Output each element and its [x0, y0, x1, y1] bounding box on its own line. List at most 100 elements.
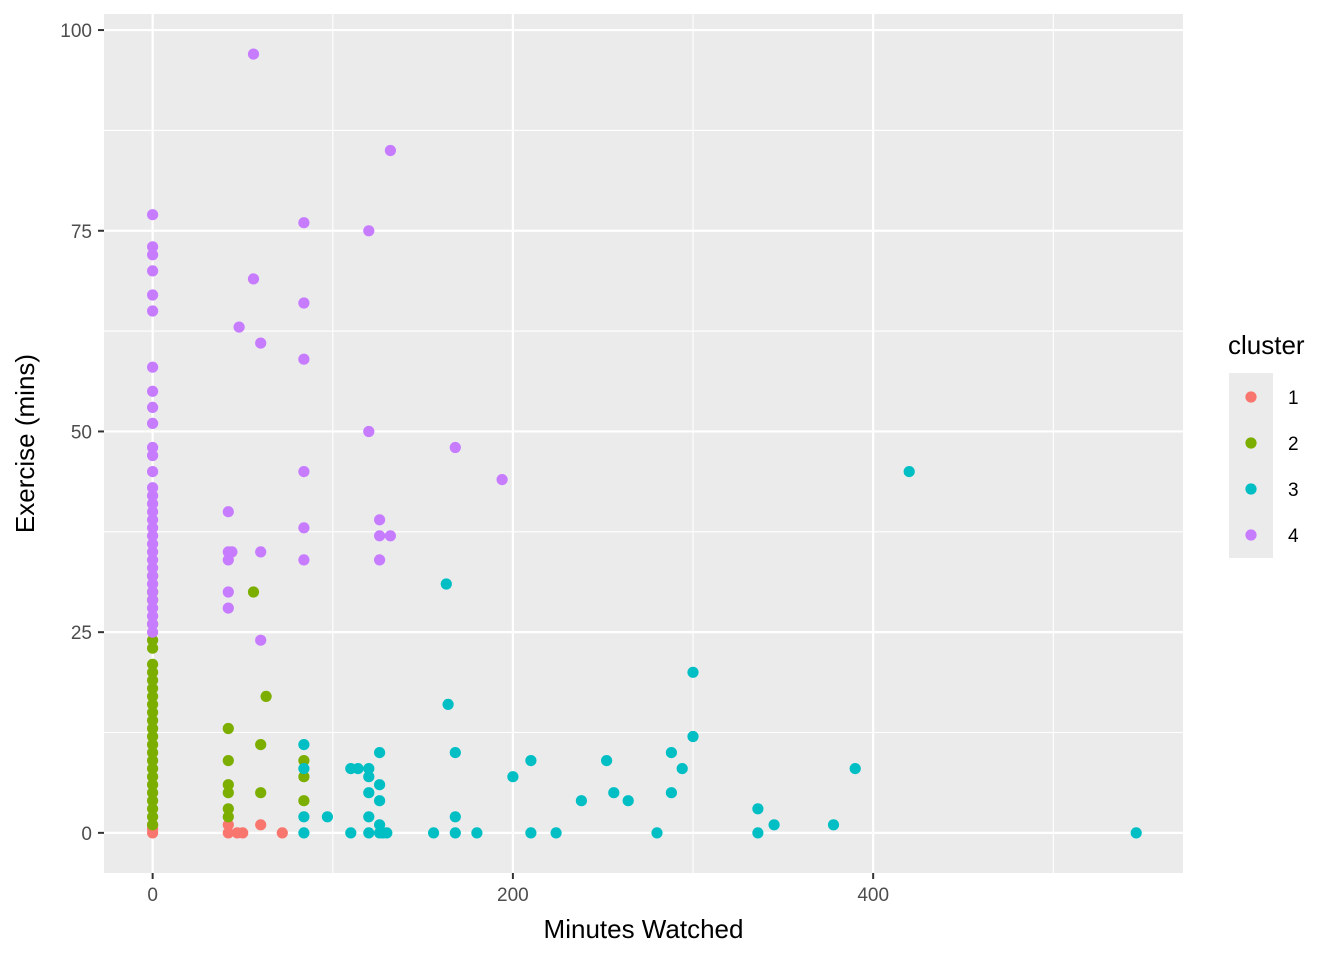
data-point-cluster-3 [381, 827, 393, 839]
data-point-cluster-3 [298, 763, 310, 775]
data-point-cluster-4 [374, 530, 386, 542]
data-point-cluster-3 [752, 827, 764, 839]
data-point-cluster-4 [147, 490, 159, 502]
data-point-cluster-2 [255, 739, 267, 751]
data-point-cluster-2 [147, 803, 159, 815]
legend-title: cluster [1228, 330, 1305, 360]
minor-gridlines [104, 14, 1183, 873]
data-point-cluster-2 [298, 771, 310, 783]
data-point-cluster-4 [147, 209, 159, 221]
x-tick-label: 0 [147, 885, 158, 906]
data-point-cluster-2 [147, 819, 159, 831]
data-point-cluster-3 [687, 730, 699, 743]
data-point-cluster-4 [147, 610, 159, 622]
data-point-cluster-3 [363, 771, 375, 783]
data-point-cluster-3 [550, 827, 562, 839]
data-point-cluster-4 [222, 602, 234, 614]
data-point-cluster-3 [525, 755, 537, 767]
data-point-cluster-2 [247, 586, 260, 598]
data-point-cluster-4 [374, 514, 386, 526]
data-point-cluster-3 [374, 747, 386, 759]
data-point-cluster-3 [440, 578, 452, 590]
data-point-cluster-4 [147, 265, 159, 277]
data-point-cluster-3 [575, 795, 588, 807]
data-point-cluster-3 [449, 811, 461, 823]
x-axis: 0 200 400 [147, 873, 889, 906]
data-point-cluster-4 [247, 273, 260, 285]
y-tick-label: 0 [81, 824, 92, 845]
data-point-cluster-3 [1130, 827, 1142, 839]
data-point-cluster-2 [222, 755, 234, 767]
data-point-cluster-3 [374, 795, 386, 807]
data-point-cluster-4 [147, 482, 159, 494]
y-tick-label: 100 [60, 21, 92, 42]
plot-panel [104, 14, 1183, 873]
data-point-cluster-4 [247, 48, 260, 60]
data-point-cluster-2 [147, 714, 159, 727]
data-point-cluster-4 [147, 514, 159, 526]
data-point-cluster-3 [374, 779, 386, 791]
data-point-cluster-2 [222, 787, 234, 799]
legend-keys-background [1229, 373, 1273, 558]
data-point-cluster-3 [345, 827, 357, 839]
data-point-cluster-1 [276, 827, 288, 839]
data-point-cluster-4 [222, 586, 234, 598]
legend-key-cluster-1 [1245, 391, 1257, 403]
data-point-cluster-4 [384, 144, 396, 157]
legend-label-cluster-3: 3 [1288, 480, 1299, 501]
data-point-cluster-3 [363, 787, 375, 799]
data-point-cluster-4 [147, 594, 159, 606]
x-axis-title: Minutes Watched [544, 914, 744, 944]
y-tick-label: 75 [71, 222, 92, 243]
data-point-cluster-4 [226, 546, 238, 558]
data-point-cluster-4 [298, 466, 310, 478]
data-point-cluster-1 [222, 827, 234, 839]
data-point-cluster-4 [147, 466, 159, 478]
legend-key-cluster-4 [1245, 529, 1257, 541]
data-point-cluster-2 [147, 690, 159, 703]
legend-label-cluster-2: 2 [1288, 434, 1299, 455]
legend-entries: 1 2 3 4 [1245, 388, 1299, 547]
y-tick-label: 25 [71, 623, 92, 644]
data-point-cluster-3 [903, 466, 915, 478]
data-point-cluster-1 [255, 819, 267, 831]
y-axis-title: Exercise (mins) [10, 354, 40, 533]
data-point-cluster-3 [665, 787, 678, 799]
data-point-cluster-3 [687, 666, 699, 678]
data-point-cluster-2 [147, 634, 159, 646]
data-point-cluster-2 [260, 690, 272, 703]
data-point-cluster-4 [147, 570, 159, 582]
data-point-cluster-4 [147, 417, 159, 429]
data-point-cluster-4 [363, 425, 375, 438]
data-point-cluster-2 [147, 658, 159, 670]
data-point-cluster-3 [363, 763, 375, 775]
data-point-cluster-4 [449, 441, 461, 454]
data-point-cluster-3 [321, 811, 333, 823]
data-point-cluster-2 [147, 674, 159, 686]
data-point-cluster-3 [622, 795, 634, 807]
data-point-cluster-2 [147, 682, 159, 695]
data-point-cluster-2 [147, 706, 159, 719]
data-point-cluster-3 [525, 827, 537, 839]
data-points [147, 48, 1142, 839]
legend: cluster 1 2 3 4 [1228, 330, 1305, 558]
data-point-cluster-4 [147, 530, 159, 542]
data-point-cluster-4 [255, 546, 267, 558]
data-point-cluster-3 [428, 827, 440, 839]
data-point-cluster-2 [147, 722, 159, 735]
data-point-cluster-4 [147, 618, 159, 630]
data-point-cluster-1 [222, 819, 234, 831]
data-point-cluster-3 [298, 811, 310, 823]
data-point-cluster-4 [147, 305, 159, 317]
data-point-cluster-4 [147, 586, 159, 598]
data-point-cluster-2 [147, 730, 159, 743]
data-point-cluster-4 [298, 297, 310, 309]
panel-background [104, 14, 1183, 873]
data-point-cluster-4 [147, 249, 159, 261]
data-point-cluster-3 [665, 747, 678, 759]
data-point-cluster-3 [363, 827, 375, 839]
data-point-cluster-2 [147, 787, 159, 799]
legend-label-cluster-1: 1 [1288, 388, 1299, 409]
data-point-cluster-4 [298, 522, 310, 534]
